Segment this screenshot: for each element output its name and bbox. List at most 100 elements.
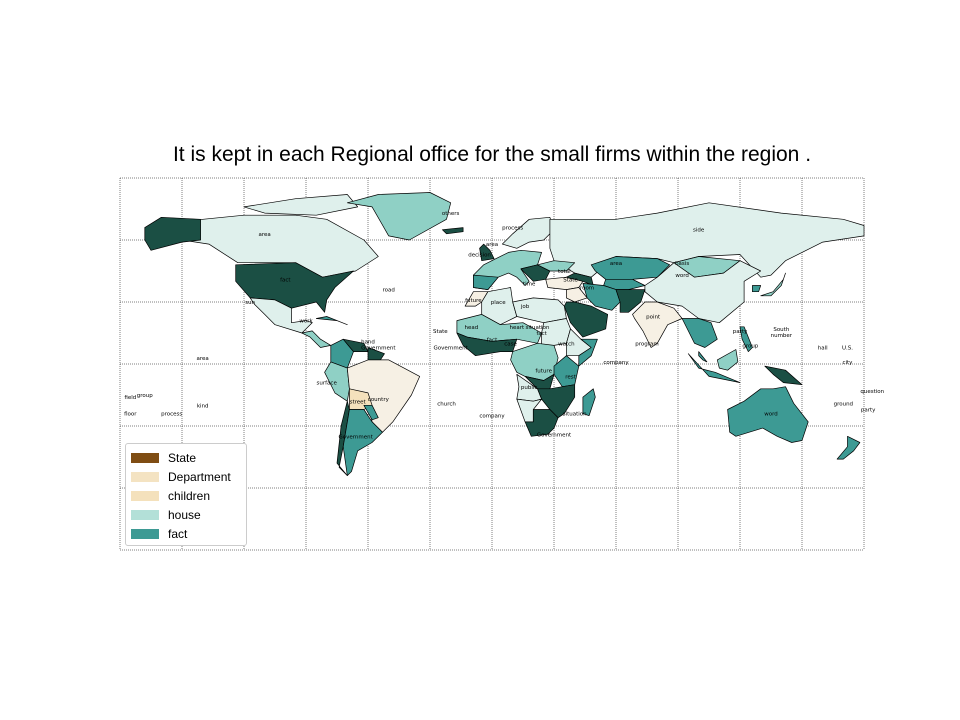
place-label: job xyxy=(520,304,530,310)
place-label: future xyxy=(465,298,482,304)
place-label: watch xyxy=(558,341,575,347)
country-korea-japan xyxy=(752,285,762,293)
place-label: heart xyxy=(509,325,525,331)
place-label: surface xyxy=(317,381,338,387)
country-colombia xyxy=(330,338,354,369)
legend-item-department: Department xyxy=(126,467,246,486)
place-label: street xyxy=(350,399,367,405)
place-label: process xyxy=(161,412,182,418)
place-label: future xyxy=(535,368,552,374)
place-label: hand xyxy=(361,339,375,345)
place-label: Government xyxy=(338,434,373,440)
country-south-africa xyxy=(524,409,559,437)
country-canada-arctic xyxy=(243,194,359,216)
country-algeria xyxy=(481,287,518,326)
country-argentina xyxy=(342,409,383,476)
place-label: number xyxy=(771,333,793,339)
legend-label: State xyxy=(168,450,197,465)
legend-label: house xyxy=(168,507,201,522)
country-china xyxy=(644,260,762,324)
place-label: word xyxy=(764,412,778,418)
place-label: country xyxy=(368,397,390,403)
legend-swatch xyxy=(131,471,159,482)
place-label: word xyxy=(675,273,689,279)
country-uk xyxy=(479,243,495,262)
place-label: public xyxy=(521,385,538,391)
place-label: group xyxy=(742,343,758,349)
place-label: head xyxy=(464,325,478,331)
country-drc xyxy=(524,373,555,390)
place-label: ground xyxy=(834,401,853,407)
place-label: fact xyxy=(487,337,498,343)
country-saudi xyxy=(563,301,609,338)
country-iceland xyxy=(442,227,464,235)
place-label: hall xyxy=(818,346,828,352)
place-label: church xyxy=(437,401,456,407)
map-title: It is kept in each Regional office for t… xyxy=(172,143,812,166)
country-se-asia xyxy=(681,318,718,348)
place-label: company xyxy=(479,414,505,420)
legend-label: fact xyxy=(168,526,188,541)
place-label: process xyxy=(502,226,523,232)
place-label: Government xyxy=(361,346,396,352)
place-label: others xyxy=(442,211,460,217)
place-label: decision xyxy=(468,253,491,259)
place-label: case xyxy=(504,341,517,347)
country-malaya xyxy=(698,351,708,363)
country-iraq-syria xyxy=(566,287,588,303)
place-label: area xyxy=(259,232,271,238)
place-label: Government xyxy=(537,432,572,438)
legend-label: Department xyxy=(168,469,231,484)
place-label: program xyxy=(635,341,658,347)
legend-item-fact: fact xyxy=(126,524,246,543)
place-label: kind xyxy=(197,403,209,409)
place-label: area xyxy=(197,356,209,362)
country-iberia xyxy=(473,274,499,290)
legend-label: children xyxy=(168,488,211,503)
legend-item-children: children xyxy=(126,486,246,505)
place-label: fact xyxy=(280,277,291,283)
place-label: party xyxy=(861,408,876,414)
country-philippines xyxy=(739,326,753,352)
legend-swatch xyxy=(131,490,159,501)
place-label: road xyxy=(382,288,394,294)
legend-swatch xyxy=(131,528,159,539)
place-label: field xyxy=(124,395,136,401)
place-label: sun xyxy=(245,300,255,306)
country-indonesia xyxy=(687,353,741,383)
country-central-am xyxy=(301,330,332,348)
place-labels: others process side area fact basis word area ro… xyxy=(124,211,885,440)
country-zambia-moz xyxy=(537,384,576,419)
country-new-guinea xyxy=(764,365,803,386)
country-india xyxy=(632,301,683,348)
country-caribbean xyxy=(315,316,348,326)
country-japan xyxy=(760,272,786,297)
place-label: State xyxy=(563,277,578,283)
place-label: point xyxy=(646,315,661,321)
map-legend: State Department children house fact xyxy=(125,443,247,546)
place-label: basis xyxy=(675,261,689,267)
country-australia xyxy=(727,386,809,443)
country-greenland xyxy=(346,192,452,241)
country-iran xyxy=(582,283,621,311)
country-nz xyxy=(836,435,861,460)
legend-swatch xyxy=(131,509,159,520)
place-label: company xyxy=(603,360,629,366)
place-label: South xyxy=(773,327,789,333)
place-label: rest xyxy=(565,374,576,380)
place-label: place xyxy=(491,300,506,306)
legend-item-state: State xyxy=(126,448,246,467)
place-label: floor xyxy=(124,412,137,418)
place-label: time xyxy=(523,281,536,287)
legend-swatch xyxy=(131,452,159,463)
place-label: situation xyxy=(563,412,587,418)
place-label: State xyxy=(433,329,448,335)
place-label: question xyxy=(860,389,884,395)
place-label: total xyxy=(558,269,571,275)
country-libya-egypt xyxy=(512,297,567,324)
place-label: city xyxy=(842,360,853,366)
country-alaska xyxy=(144,216,201,251)
place-label: Government xyxy=(434,346,469,352)
legend-item-house: house xyxy=(126,505,246,524)
